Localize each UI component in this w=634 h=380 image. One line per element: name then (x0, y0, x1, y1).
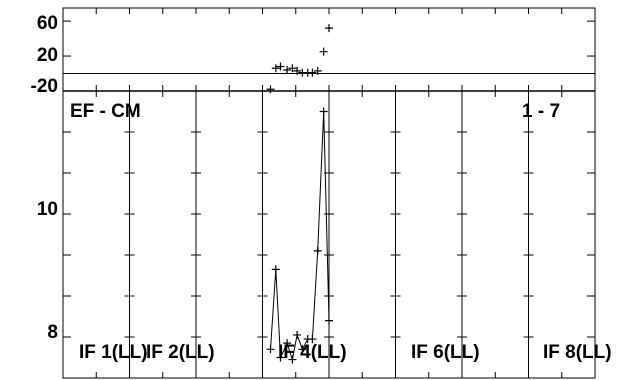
panel-grid (63, 73, 595, 378)
data-point-residual-11 (325, 24, 333, 33)
data-point-main-5 (293, 330, 302, 339)
if-label-1: IF 1(LL) (79, 342, 148, 363)
data-point-residual-4 (288, 64, 297, 73)
if-label-8: IF 8(LL) (543, 342, 612, 363)
data-point-main-9 (313, 246, 322, 255)
if-label-2: IF 2(LL) (146, 342, 215, 363)
chart-label-right: 1 - 7 (522, 101, 560, 122)
data-point-main-4 (288, 355, 297, 364)
data-point-main-1 (271, 265, 280, 274)
data-point-residual-2 (276, 62, 285, 71)
y-tick-label-60: 60 (37, 13, 58, 34)
y-tick-label-10: 10 (37, 199, 58, 220)
axis-ticks (62, 8, 596, 379)
data-point-main-6 (298, 345, 307, 354)
if-label-6: IF 6(LL) (411, 342, 480, 363)
data-point-main-3 (283, 339, 292, 348)
data-point-main-8 (308, 335, 317, 344)
data-point-residual-10 (319, 47, 328, 56)
y-tick-label-8: 8 (47, 322, 58, 343)
data-point-main-2 (276, 353, 285, 362)
data-point-residual-0 (266, 85, 275, 94)
series-main-line (270, 111, 330, 360)
data-point-residual-9 (313, 66, 322, 75)
data-point-residual-3 (283, 66, 292, 75)
data-point-main-11 (325, 316, 333, 325)
if-label-4: IF 4(LL) (278, 342, 347, 363)
data-point-main-0 (266, 345, 275, 354)
data-point-residual-8 (308, 68, 317, 77)
data-point-residual-5 (293, 66, 302, 75)
data-point-residual-1 (271, 64, 280, 73)
y-tick-label-20: 20 (37, 45, 58, 66)
data-marks (266, 24, 333, 364)
data-point-main-10 (319, 107, 328, 116)
y-tick-label-neg20: -20 (31, 76, 58, 97)
chart-label-left: EF - CM (70, 101, 141, 122)
